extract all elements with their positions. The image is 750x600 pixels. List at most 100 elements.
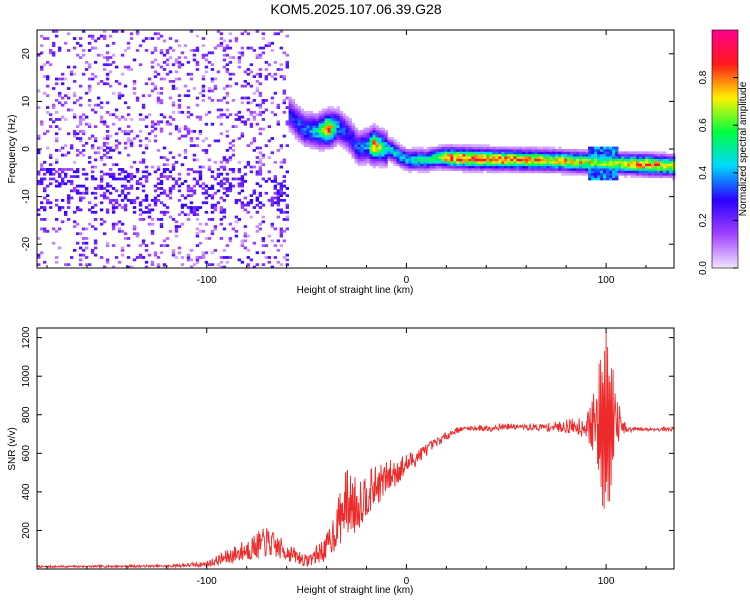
figure-title: KOM5.2025.107.06.39.G28 [270, 1, 441, 17]
spectrogram-cell [534, 151, 538, 155]
spectrogram-cell [402, 163, 406, 167]
spectrogram-cell [159, 172, 164, 176]
spectrogram-cell [189, 210, 194, 214]
spectrogram-cell [477, 165, 481, 169]
spectrogram-cell [51, 51, 56, 55]
spectrogram-cell [264, 44, 269, 48]
spectrogram-cell [216, 108, 221, 112]
spectrogram-cell [37, 208, 41, 212]
spectrogram-cell [360, 158, 364, 162]
spectrogram-cell [462, 146, 466, 150]
spectrogram-cell [336, 110, 340, 114]
spectrogram-cell [186, 253, 191, 257]
spectrogram-cell [381, 127, 385, 131]
spectrogram-cell [324, 139, 328, 143]
spectrogram-cell [111, 149, 116, 152]
spectrogram-cell [177, 94, 182, 98]
spectrogram-cell [597, 163, 601, 167]
spectrogram-cell [642, 151, 646, 155]
spectrogram-cell [123, 187, 128, 190]
spectrogram-cell [45, 170, 50, 174]
spectrogram-cell [417, 156, 421, 159]
spectrogram-cell [303, 120, 307, 124]
spectrogram-cell [183, 56, 188, 59]
spectrogram-cell [360, 151, 364, 155]
spectrogram-cell [333, 137, 337, 140]
spectrogram-cell [255, 225, 260, 228]
spectrogram-cell [480, 156, 484, 159]
spectrogram-cell [309, 141, 313, 145]
spectrogram-cell [531, 168, 535, 171]
spectrogram-cell [633, 151, 637, 155]
spectrogram-cell [54, 160, 59, 164]
spectrogram-cell [198, 184, 203, 188]
spectrogram-cell [543, 149, 547, 152]
spectrogram-cell [423, 156, 427, 159]
spectrogram-cell [261, 203, 266, 207]
spectrogram-cell [501, 151, 505, 155]
spectrogram-cell [246, 96, 251, 100]
spectrogram-cell [624, 158, 628, 162]
spectrogram-cell [66, 179, 71, 183]
spectrogram-cell [87, 89, 92, 93]
spectrogram-ylabel: Frequency (Hz) [7, 115, 18, 184]
spectrogram-cell [591, 149, 595, 152]
spectrogram-cell [411, 149, 415, 152]
spectrogram-cell [606, 170, 610, 174]
spectrogram-cell [603, 149, 607, 152]
spectrogram-cell [519, 168, 523, 171]
spectrogram-cell [600, 175, 604, 178]
spectrogram-cell [465, 146, 469, 150]
spectrogram-cell [408, 158, 412, 162]
spectrogram-cell [474, 170, 478, 174]
spectrogram-cell [105, 172, 110, 176]
spectrogram-cell [669, 158, 673, 162]
spectrogram-cell [222, 215, 227, 219]
spectrogram-cell [360, 149, 364, 152]
spectrogram-cell [411, 163, 415, 167]
spectrogram-cell [555, 165, 559, 169]
spectrogram-cell [645, 172, 649, 176]
spectrogram-cell [186, 194, 191, 197]
spectrogram-cell [669, 172, 673, 176]
spectrogram-cell [555, 163, 559, 167]
spectrogram-cell [324, 122, 328, 126]
spectrogram-cell [369, 139, 373, 143]
spectrogram-cell [579, 168, 583, 171]
spectrogram-cell [354, 144, 358, 148]
spectrogram-cell [225, 108, 230, 112]
spectrogram-cell [120, 177, 125, 181]
spectrogram-cell [123, 177, 128, 181]
spectrogram-cell [558, 168, 562, 171]
spectrogram-cell [309, 146, 313, 150]
spectrogram-cell [360, 132, 364, 136]
spectrogram-cell [489, 168, 493, 171]
spectrogram-cell [141, 175, 146, 178]
spectrogram-cell [345, 115, 349, 119]
spectrogram-cell [195, 234, 200, 238]
spectrogram-cell [216, 168, 221, 171]
spectrogram-cell [81, 184, 86, 188]
spectrogram-cell [279, 208, 284, 212]
spectrogram-cell [426, 170, 430, 174]
spectrogram-cell [624, 153, 628, 157]
spectrogram-cell [588, 153, 592, 157]
spectrogram-cell [219, 160, 224, 164]
spectrogram-cell [651, 170, 655, 174]
spectrogram-cell [663, 175, 667, 178]
spectrogram-cell [102, 163, 107, 167]
spectrogram-cell [243, 122, 248, 126]
spectrogram-cell [255, 251, 260, 255]
spectrogram-cell [669, 156, 673, 159]
spectrogram-cell [387, 146, 391, 150]
spectrogram-cell [498, 170, 502, 174]
spectrogram-cell [363, 153, 367, 157]
spectrogram-cell [177, 251, 182, 255]
spectrogram-cell [654, 160, 658, 164]
spectrogram-cell [429, 160, 433, 164]
spectrogram-cell [582, 149, 586, 152]
spectrogram-cell [165, 175, 170, 178]
spectrogram-cell [300, 129, 304, 133]
spectrogram-cell [567, 170, 571, 174]
spectrogram-cell [540, 151, 544, 155]
